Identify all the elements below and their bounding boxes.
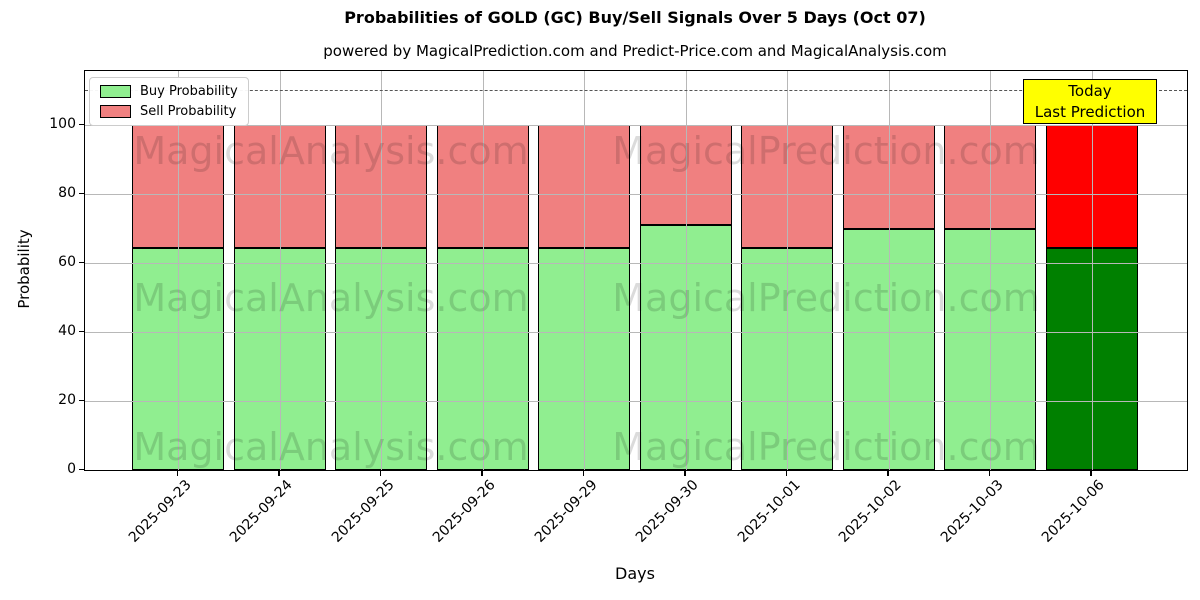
chart-title: Probabilities of GOLD (GC) Buy/Sell Sign… bbox=[344, 8, 926, 27]
v-gridline bbox=[888, 71, 890, 470]
y-tick-label: 80 bbox=[58, 185, 76, 202]
v-gridline bbox=[381, 71, 382, 470]
y-tick-mark bbox=[79, 261, 84, 264]
y-tick-mark bbox=[79, 330, 84, 333]
v-gridline bbox=[787, 71, 788, 470]
today-annotation-line1: Today bbox=[1068, 82, 1112, 100]
dashed-threshold-line bbox=[85, 89, 1187, 91]
x-tick-label: 2025-09-25 bbox=[328, 477, 398, 546]
y-tick-label: 60 bbox=[58, 254, 76, 271]
x-tick-label: 2025-09-26 bbox=[429, 477, 499, 546]
x-tick-mark bbox=[278, 470, 280, 476]
x-tick-label: 2025-10-03 bbox=[937, 477, 1007, 546]
x-tick-label: 2025-10-02 bbox=[835, 477, 905, 546]
x-tick-label: 2025-10-06 bbox=[1038, 477, 1108, 546]
buy-swatch-icon bbox=[100, 85, 131, 98]
h-gridline bbox=[85, 125, 1187, 127]
v-gridline bbox=[584, 71, 585, 470]
legend-label-sell: Sell Probability bbox=[140, 104, 237, 119]
y-tick-label: 40 bbox=[58, 323, 76, 340]
h-gridline bbox=[85, 401, 1187, 403]
x-tick-mark bbox=[379, 470, 381, 476]
x-tick-mark bbox=[1090, 470, 1092, 476]
y-tick-mark bbox=[79, 399, 84, 402]
legend-label-buy: Buy Probability bbox=[140, 84, 238, 99]
y-tick-label: 100 bbox=[49, 116, 76, 133]
legend: Buy Probability Sell Probability bbox=[89, 77, 249, 126]
y-tick-mark bbox=[79, 468, 84, 470]
x-axis-label: Days bbox=[615, 564, 655, 583]
v-gridline bbox=[990, 71, 991, 470]
legend-entry-buy: Buy Probability bbox=[100, 84, 238, 99]
x-tick-mark bbox=[481, 470, 483, 476]
h-gridline bbox=[85, 332, 1187, 334]
x-tick-label: 2025-09-23 bbox=[125, 477, 195, 546]
v-gridline bbox=[178, 71, 179, 470]
x-tick-mark bbox=[582, 470, 584, 476]
today-annotation-box: Today Last Prediction bbox=[1023, 79, 1157, 124]
v-gridline bbox=[685, 71, 687, 470]
x-tick-mark bbox=[684, 470, 686, 476]
y-tick-label: 20 bbox=[58, 392, 76, 409]
v-gridline bbox=[279, 71, 281, 470]
h-gridline bbox=[85, 194, 1187, 196]
h-gridline bbox=[85, 263, 1187, 265]
y-tick-label: 0 bbox=[67, 461, 76, 477]
today-annotation-line2: Last Prediction bbox=[1034, 103, 1146, 121]
y-tick-mark bbox=[79, 192, 84, 195]
x-tick-label: 2025-10-01 bbox=[734, 477, 804, 546]
x-tick-mark bbox=[785, 470, 787, 476]
x-tick-label: 2025-09-29 bbox=[531, 477, 601, 546]
x-tick-label: 2025-09-24 bbox=[226, 477, 296, 546]
x-tick-mark bbox=[988, 470, 990, 476]
v-gridline bbox=[482, 71, 484, 470]
legend-entry-sell: Sell Probability bbox=[100, 104, 238, 119]
chart-subtitle: powered by MagicalPrediction.com and Pre… bbox=[323, 42, 947, 60]
x-tick-mark bbox=[176, 470, 178, 476]
sell-swatch-icon bbox=[100, 105, 131, 118]
x-tick-mark bbox=[887, 470, 889, 476]
plot-area: Buy Probability Sell Probability Today L… bbox=[84, 70, 1188, 471]
y-tick-mark bbox=[79, 123, 84, 126]
x-tick-label: 2025-09-30 bbox=[632, 477, 702, 546]
v-gridline bbox=[1091, 71, 1093, 470]
